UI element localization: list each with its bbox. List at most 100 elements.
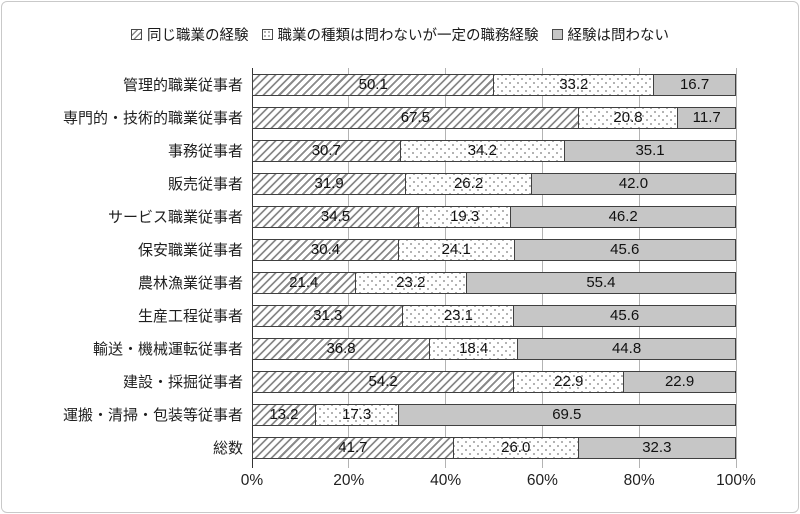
legend-swatch-hatch-icon [131,29,142,40]
stacked-bar: 41.7 26.0 32.3 [252,436,736,459]
value-label: 20.8 [613,109,643,126]
legend-label: 同じ職業の経験 [147,28,249,44]
bar-segment-hatch: 54.2 [252,370,515,393]
category-label: 生産工程従事者 [137,308,243,325]
x-tick-label: 60% [526,472,558,489]
category-label: 輸送・機械運転従事者 [92,341,243,358]
bar-segment-solid: 69.5 [397,403,736,426]
bar-segment-solid: 32.3 [577,436,736,459]
stacked-bar: 50.1 33.2 16.7 [252,73,736,96]
bar-segment-solid: 44.8 [517,337,736,360]
x-tick-label: 20% [333,472,365,489]
bar-segment-dots: 23.2 [354,271,467,294]
gridline [541,68,543,468]
x-tick-label: 40% [430,472,462,489]
legend-swatch-dots-icon [261,29,273,40]
legend-item-dots: 職業の種類は問わないが一定の職務経験 [261,24,539,45]
y-axis-line [251,68,253,468]
category-label: 総数 [212,440,243,457]
value-label: 18.4 [459,340,489,357]
value-label: 26.0 [501,439,531,456]
bar-row: 専門的・技術的職業従事者 67.5 20.8 11.7 [2,101,736,134]
value-label: 24.1 [441,241,471,258]
bar-segment-hatch: 67.5 [252,106,579,129]
bar-segment-solid: 55.4 [465,271,736,294]
bar-segment-dots: 26.2 [405,172,532,195]
value-label: 23.1 [443,307,473,324]
bar-segment-dots: 33.2 [493,73,655,96]
value-label: 36.8 [326,340,356,357]
bar-row: 事務従事者 30.7 34.2 35.1 [2,134,736,167]
value-label: 55.4 [586,274,616,291]
bar-row: 輸送・機械運転従事者 36.8 18.4 44.8 [2,332,736,365]
value-label: 19.3 [450,208,480,225]
category-label: 保安職業従事者 [137,242,243,259]
bar-segment-dots: 26.0 [452,436,579,459]
value-label: 41.7 [338,439,368,456]
x-tick-label: 100% [716,472,756,489]
gridline [348,68,350,468]
bar-segment-dots: 17.3 [314,403,399,426]
value-label: 26.2 [453,175,484,192]
bar-segment-hatch: 41.7 [252,436,454,459]
bar-segment-hatch: 50.1 [252,73,495,96]
value-label: 22.9 [554,373,584,390]
bar-segment-solid: 16.7 [653,73,736,96]
stacked-bar: 31.9 26.2 42.0 [252,172,736,195]
value-label: 23.2 [396,274,426,291]
x-tick-label: 0% [240,472,264,489]
category-label: 専門的・技術的職業従事者 [62,110,243,127]
bar-row: 建設・採掘従事者 54.2 22.9 22.9 [2,365,736,398]
value-label: 46.2 [608,208,638,225]
bar-segment-solid: 42.0 [530,172,736,195]
bar-segment-solid: 45.6 [513,238,736,261]
bar-segment-solid: 35.1 [564,139,736,162]
bar-segment-hatch: 13.2 [252,403,316,426]
bar-segment-dots: 22.9 [513,370,625,393]
bar-segment-hatch: 21.4 [252,271,356,294]
bar-row: 生産工程従事者 31.3 23.1 45.6 [2,299,736,332]
bar-segment-dots: 20.8 [577,106,679,129]
stacked-bar: 67.5 20.8 11.7 [252,106,736,129]
category-label: 事務従事者 [167,143,243,160]
bar-row: 運搬・清掃・包装等従事者 13.2 17.3 69.5 [2,398,736,431]
legend-label: 職業の種類は問わないが一定の職務経験 [277,28,539,44]
value-label: 50.1 [358,76,388,93]
value-label: 69.5 [552,406,582,423]
value-label: 17.3 [342,406,372,423]
gridline [638,68,640,468]
bar-segment-solid: 22.9 [623,370,736,393]
category-label: 運搬・清掃・包装等従事者 [62,407,243,424]
bar-segment-dots: 19.3 [417,205,512,228]
value-label: 35.1 [635,142,665,159]
x-axis: 0% 20% 40% 60% 80% 100% [241,472,756,494]
bar-segment-hatch: 30.7 [252,139,401,162]
bar-segment-hatch: 34.5 [252,205,419,228]
category-label: サービス職業従事者 [107,209,243,226]
legend-label: 経験は問わない [567,28,670,44]
bar-row: 保安職業従事者 30.4 24.1 45.6 [2,233,736,266]
gridlines [251,68,737,468]
bar-segment-dots: 34.2 [399,139,566,162]
stacked-bar: 30.7 34.2 35.1 [252,139,736,162]
bar-row: 管理的職業従事者 50.1 33.2 16.7 [2,68,736,101]
value-label: 44.8 [611,340,642,357]
bar-row: 販売従事者 31.9 26.2 42.0 [2,167,736,200]
bar-segment-dots: 24.1 [397,238,515,261]
stacked-bar: 30.4 24.1 45.6 [252,238,736,261]
value-label: 30.7 [311,142,341,159]
value-label: 42.0 [618,175,649,192]
value-label: 67.5 [400,109,430,126]
bar-segment-hatch: 31.3 [252,304,404,327]
stacked-bar: 54.2 22.9 22.9 [252,370,736,393]
x-tick-label: 80% [623,472,655,489]
bar-segment-dots: 18.4 [429,337,519,360]
value-label: 45.6 [610,241,640,258]
value-label: 32.3 [642,439,672,456]
legend-item-solid: 経験は問わない [551,24,670,45]
bar-row: 総数 41.7 26.0 32.3 [2,431,736,464]
value-label: 34.2 [467,142,497,159]
bar-rows: 管理的職業従事者 50.1 33.2 16.7 専門的・技術的職業従事者 67.5 20.8… [2,68,736,464]
stacked-bar: 31.3 23.1 45.6 [252,304,736,327]
